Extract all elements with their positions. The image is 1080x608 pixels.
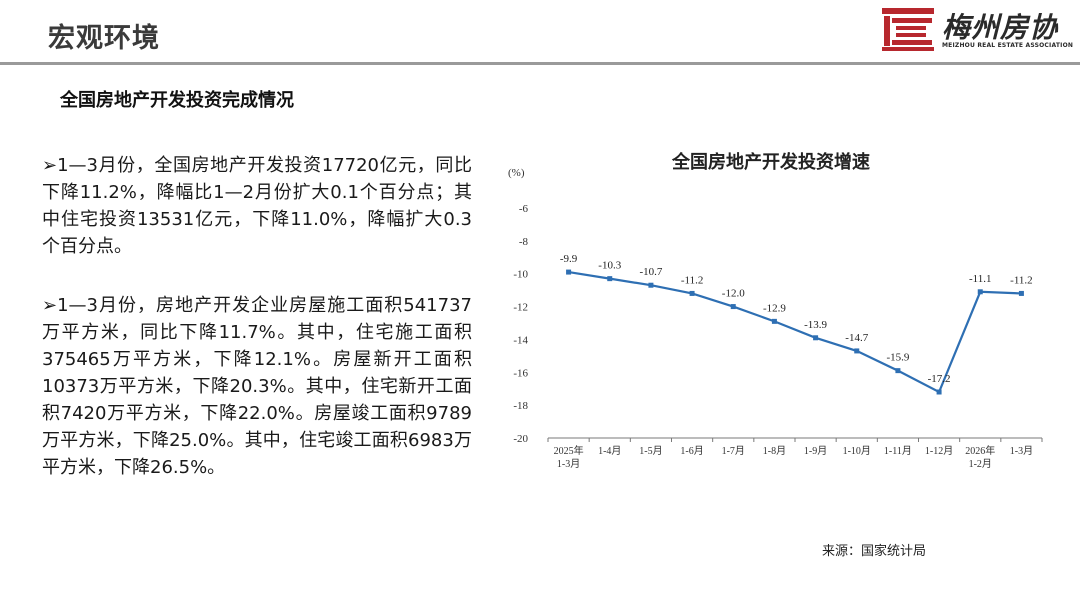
source-note: 来源：国家统计局: [822, 544, 927, 559]
y-tick-label: -8: [519, 236, 529, 248]
x-tick-label: 2025年: [554, 444, 584, 457]
x-tick-label: 1-3月: [1010, 445, 1033, 457]
y-tick-label: -14: [513, 334, 528, 346]
data-point: [895, 368, 901, 374]
data-point: [648, 282, 654, 288]
y-tick-label: -18: [513, 400, 528, 412]
y-tick-label: -6: [519, 203, 529, 215]
x-tick-label: 1-6月: [680, 445, 703, 457]
section-title: 全国房地产开发投资完成情况: [60, 90, 294, 111]
x-tick-label: 1-5月: [639, 445, 662, 457]
y-tick-label: -10: [513, 269, 528, 281]
data-label: -15.9: [886, 352, 909, 364]
x-tick-label: 1-9月: [804, 445, 827, 457]
data-point: [854, 348, 860, 354]
y-tick-label: -12: [513, 302, 528, 314]
x-tick-label: 1-11月: [884, 445, 912, 457]
x-tick-label: 1-4月: [598, 445, 621, 457]
data-label: -12.0: [722, 288, 745, 300]
x-tick-label: 1-12月: [925, 445, 953, 457]
logo-icon: [882, 8, 934, 51]
series-line: [568, 270, 1022, 394]
data-label: -11.2: [1010, 274, 1033, 286]
data-point: [977, 289, 983, 295]
logo: 梅州房协 MEIZHOU REAL ESTATE ASSOCIATION: [880, 6, 1075, 52]
data-point: [607, 276, 613, 282]
data-point: [771, 318, 777, 324]
header-divider: [0, 62, 1080, 65]
y-tick-label: -16: [513, 367, 528, 379]
data-point: [1018, 290, 1024, 296]
data-label: -9.9: [560, 253, 578, 265]
data-point: [813, 335, 819, 341]
data-point: [566, 269, 572, 275]
data-label: -13.9: [804, 319, 827, 331]
logo-english-text: MEIZHOU REAL ESTATE ASSOCIATION: [942, 42, 1074, 49]
data-label: -11.1: [969, 273, 992, 285]
x-tick-label: 1-7月: [722, 445, 745, 457]
data-point: [730, 304, 736, 310]
data-label: -12.9: [763, 302, 786, 314]
data-label: -10.7: [639, 266, 662, 278]
chart-series: -9.9 -10.3 -10.7 -11.2 -12.0 -12.9 -13.9 -14.7 -…: [560, 253, 1033, 395]
header: 宏观环境 梅州房协 MEIZHOU REAL ESTATE ASSOCIATIO…: [0, 0, 1080, 65]
logo-chinese-text: 梅州房协: [942, 11, 1059, 44]
data-label: -14.7: [845, 332, 868, 344]
x-tick-label: 1-8月: [763, 445, 786, 457]
page-title: 宏观环境: [48, 23, 160, 54]
data-point: [936, 389, 942, 395]
paragraph-construction-area: ➢1—3月份，房地产开发企业房屋施工面积541737万平方米，同比下降11.7%…: [42, 295, 472, 478]
x-tick-label: 1-10月: [843, 445, 871, 457]
y-tick-label: -20: [513, 433, 528, 445]
data-label: -17.2: [928, 373, 951, 385]
data-label: -10.3: [598, 260, 621, 272]
y-axis-unit-label: (%): [508, 167, 525, 179]
x-tick-label: 1-2月: [969, 458, 992, 470]
chart-title: 全国房地产开发投资增速: [671, 151, 870, 172]
line-chart: 全国房地产开发投资增速 (%) -6 -8 -10 -12 -14 -16 -18 -20 20…: [508, 151, 1043, 470]
x-tick-label: 2026年: [965, 444, 995, 457]
x-tick-label: 1-3月: [557, 458, 580, 470]
paragraph-investment: ➢1—3月份，全国房地产开发投资17720亿元，同比下降11.2%，降幅比1—2…: [42, 155, 472, 257]
data-point: [689, 290, 695, 296]
chart-container: 全国房地产开发投资增速 (%) -6 -8 -10 -12 -14 -16 -18 -20 20…: [486, 140, 1056, 490]
data-label: -11.2: [681, 274, 704, 286]
